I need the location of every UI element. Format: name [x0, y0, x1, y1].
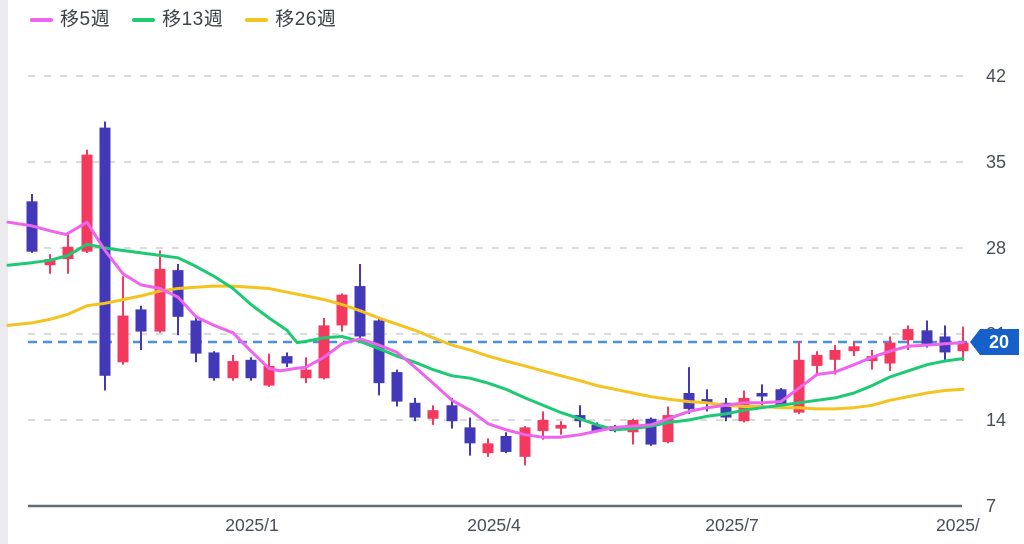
candle-body — [62, 246, 74, 260]
x-axis-label: 2025/1 — [225, 515, 279, 535]
candle-body — [300, 369, 312, 379]
candle-body — [263, 365, 275, 386]
chart-legend: 移5週 移13週 移26週 — [30, 10, 358, 29]
candle-body — [662, 415, 674, 443]
candle-body — [446, 405, 458, 422]
x-axis-label: 2025/ — [936, 515, 980, 535]
y-axis-label: 14 — [986, 410, 1006, 430]
candle-body — [409, 402, 421, 418]
ma5-swatch-icon — [30, 17, 53, 22]
page-edge-strip — [0, 0, 8, 544]
candle-body — [829, 349, 841, 360]
candle-body — [245, 359, 257, 379]
candle-body — [154, 268, 166, 332]
candle-body — [591, 424, 603, 432]
candle-body — [172, 270, 184, 317]
candle-body — [848, 346, 860, 352]
candle-body — [720, 402, 732, 418]
candle-body — [208, 352, 220, 379]
legend-label-ma26: 移26週 — [275, 9, 337, 30]
y-axis-label: 35 — [986, 152, 1006, 172]
candle-body — [500, 435, 512, 452]
candle-body — [555, 424, 567, 429]
candle-body — [135, 309, 147, 332]
candle-body — [756, 392, 768, 397]
legend-label-ma13: 移13週 — [162, 9, 224, 30]
candle-body — [537, 420, 549, 432]
candle-body — [44, 259, 56, 266]
candle-body — [227, 361, 239, 379]
ma13-swatch-icon — [132, 17, 156, 22]
ma26-swatch-icon — [245, 17, 269, 22]
candle-body — [427, 410, 439, 419]
candle-body — [902, 329, 914, 341]
candle-body — [793, 359, 805, 413]
candle-body — [318, 325, 330, 379]
candle-body — [464, 427, 476, 444]
legend-label-ma5: 移5週 — [60, 9, 111, 30]
x-axis-label: 2025/4 — [467, 515, 521, 535]
legend-item-ma5[interactable]: 移5週 — [30, 10, 110, 29]
candle-body — [811, 354, 823, 366]
candle-body — [482, 443, 494, 454]
candle-body — [336, 294, 348, 326]
candle-body — [957, 342, 969, 352]
candle-body — [701, 399, 713, 403]
current-price-badge — [970, 328, 1019, 355]
candle-body — [190, 320, 202, 354]
candle-body — [775, 389, 787, 406]
legend-item-ma26[interactable]: 移26週 — [245, 10, 336, 29]
candle-body — [391, 372, 403, 402]
ma26-line — [6, 284, 965, 411]
candle-body — [884, 342, 896, 364]
ma13-line — [6, 242, 965, 432]
y-axis-label: 42 — [986, 66, 1006, 86]
candle-body — [645, 418, 657, 445]
x-axis-label: 2025/7 — [705, 515, 759, 535]
ma5-line — [6, 220, 965, 439]
legend-item-ma13[interactable]: 移13週 — [132, 10, 223, 29]
candle-body — [81, 154, 93, 252]
candle-body — [117, 315, 129, 363]
candle-body — [519, 427, 531, 457]
candle-body — [281, 356, 293, 364]
current-price-badge-label: 20 — [989, 332, 1009, 352]
candle-body — [921, 330, 933, 344]
y-axis-label: 7 — [986, 496, 996, 516]
candle-body — [373, 320, 385, 384]
y-axis-label: 28 — [986, 238, 1006, 258]
